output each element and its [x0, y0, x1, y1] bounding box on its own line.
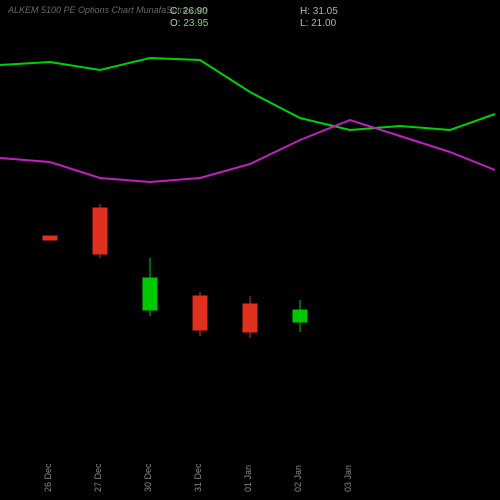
x-axis-label: 30 Dec	[143, 463, 153, 492]
x-axis-label: 03 Jan	[343, 465, 353, 492]
candle-body	[43, 236, 57, 240]
x-axis-label: 26 Dec	[43, 463, 53, 492]
indicator-line-lower_line	[0, 120, 495, 182]
x-axis: 26 Dec 27 Dec 30 Dec 31 Dec 01 Jan 02 Jan 03 J…	[0, 432, 500, 492]
x-axis-label: 01 Jan	[243, 465, 253, 492]
candle-body	[293, 310, 307, 322]
candle-body	[93, 208, 107, 254]
x-axis-label: 02 Jan	[293, 465, 303, 492]
candle-body	[143, 278, 157, 310]
candle-body	[193, 296, 207, 330]
x-axis-label: 27 Dec	[93, 463, 103, 492]
candle-body	[243, 304, 257, 332]
chart-container: ALKEM 5100 PE Options Chart MunafaSutra.…	[0, 0, 500, 500]
indicator-line-upper_line	[0, 58, 495, 130]
plot-svg	[0, 0, 500, 500]
x-axis-label: 31 Dec	[193, 463, 203, 492]
